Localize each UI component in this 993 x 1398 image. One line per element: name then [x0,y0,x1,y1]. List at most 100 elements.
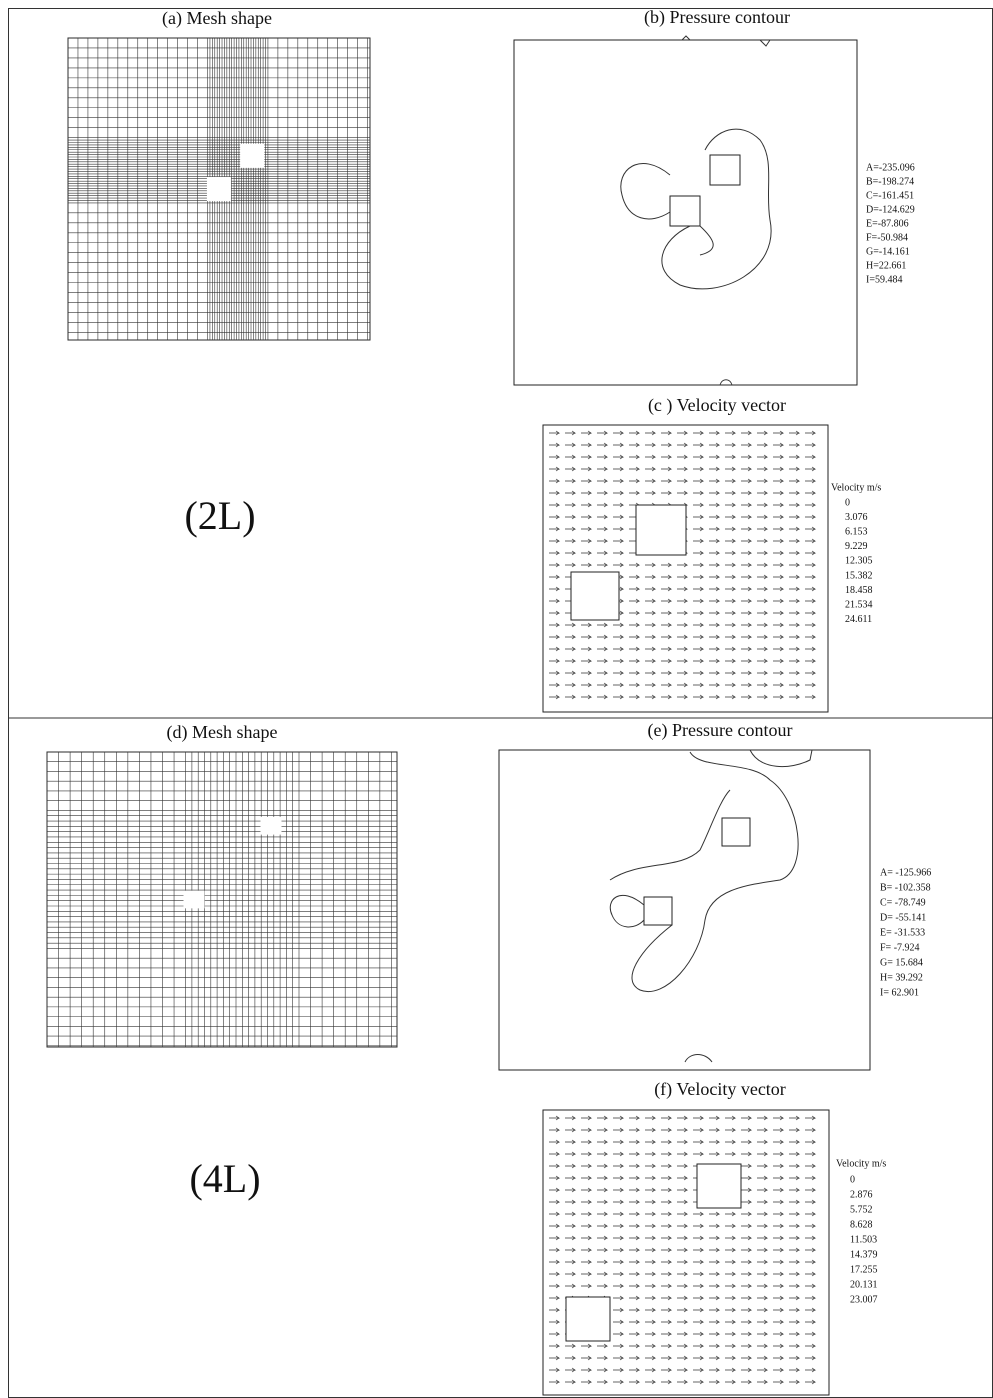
velocity-arrow [789,647,799,651]
velocity-arrow [725,623,735,627]
velocity-arrow [645,1224,655,1228]
velocity-arrow [677,1140,687,1144]
velocity-arrow [613,563,623,567]
velocity-arrow [645,431,655,435]
velocity-arrow [549,1224,559,1228]
velocity-arrow [645,1284,655,1288]
velocity-arrow [773,467,783,471]
velocity-arrow [549,683,559,687]
contour [685,750,812,1062]
velocity-arrow [805,587,815,591]
velocity-arrow [725,515,735,519]
velocity-arrow [661,599,671,603]
velocity-arrow [565,659,575,663]
velocity-arrow [613,1284,623,1288]
velocity-arrow [773,515,783,519]
velocity-arrow [805,623,815,627]
velocity-arrow [613,695,623,699]
velocity-arrow [693,587,703,591]
velocity-arrow [741,1380,751,1384]
velocity-arrow [597,443,607,447]
velocity-arrow [677,575,687,579]
panel-title: (f) Velocity vector [654,1079,786,1100]
velocity-arrow [709,671,719,675]
velocity-arrow [581,539,591,543]
velocity-arrow [645,1320,655,1324]
velocity-arrow [645,575,655,579]
velocity-arrow [565,539,575,543]
velocity-arrow [565,1200,575,1204]
velocity-arrow [741,491,751,495]
velocity-arrow [565,491,575,495]
velocity-arrow [693,1308,703,1312]
velocity-arrow [613,1236,623,1240]
velocity-arrow [757,695,767,699]
velocity-arrow [773,1224,783,1228]
velocity-arrow [677,1380,687,1384]
velocity-arrow [693,539,703,543]
velocity-arrow [757,599,767,603]
velocity-arrow [709,1260,719,1264]
legend-entry: E=-87.806 [866,218,909,229]
velocity-arrow [629,1164,639,1168]
velocity-arrow [645,1332,655,1336]
velocity-arrow [693,563,703,567]
velocity-arrow [597,1272,607,1276]
velocity-arrow [597,683,607,687]
velocity-arrow [757,1320,767,1324]
velocity-arrow [581,467,591,471]
velocity-arrow [645,1272,655,1276]
obstacle [722,818,750,846]
velocity-arrow [789,527,799,531]
velocity-arrow [597,563,607,567]
velocity-arrow [581,1128,591,1132]
velocity-arrow [629,1320,639,1324]
velocity-arrow [789,1200,799,1204]
velocity-arrow [741,647,751,651]
velocity-arrow [549,1284,559,1288]
velocity-arrow [741,1308,751,1312]
velocity-arrow [549,443,559,447]
velocity-arrow [709,1308,719,1312]
velocity-arrow [805,1332,815,1336]
velocity-arrow [805,1272,815,1276]
velocity-arrow [805,455,815,459]
legend-entry: A= -125.966 [880,867,931,878]
velocity-arrow [709,635,719,639]
velocity-arrow [789,539,799,543]
velocity-arrow [565,647,575,651]
velocity-arrow [805,683,815,687]
velocity-arrow [661,635,671,639]
velocity-arrow [693,491,703,495]
velocity-arrow [805,1188,815,1192]
velocity-arrow [661,1152,671,1156]
velocity-arrow [757,623,767,627]
velocity-arrow [741,551,751,555]
velocity-arrow [645,443,655,447]
velocity-arrow [789,431,799,435]
velocity-arrow [677,695,687,699]
velocity-arrow [677,1236,687,1240]
velocity-arrow [581,491,591,495]
velocity-arrow [741,695,751,699]
velocity-arrow [773,1200,783,1204]
velocity-arrow [677,599,687,603]
legend-entry: 17.255 [850,1264,878,1275]
velocity-arrow [741,1140,751,1144]
velocity-arrow [725,431,735,435]
velocity-arrow [741,611,751,615]
velocity-arrow [661,491,671,495]
velocity-arrow [725,491,735,495]
velocity-arrow [789,1140,799,1144]
velocity-arrow [549,695,559,699]
velocity-arrow [709,1356,719,1360]
velocity-arrow [661,1248,671,1252]
velocity-arrow [581,635,591,639]
velocity-arrow [693,611,703,615]
velocity-arrow [645,1344,655,1348]
velocity-arrow [581,1224,591,1228]
velocity-arrow [693,1320,703,1324]
legend-entry: 3.076 [845,512,868,523]
velocity-arrow [581,503,591,507]
velocity-arrow [629,623,639,627]
